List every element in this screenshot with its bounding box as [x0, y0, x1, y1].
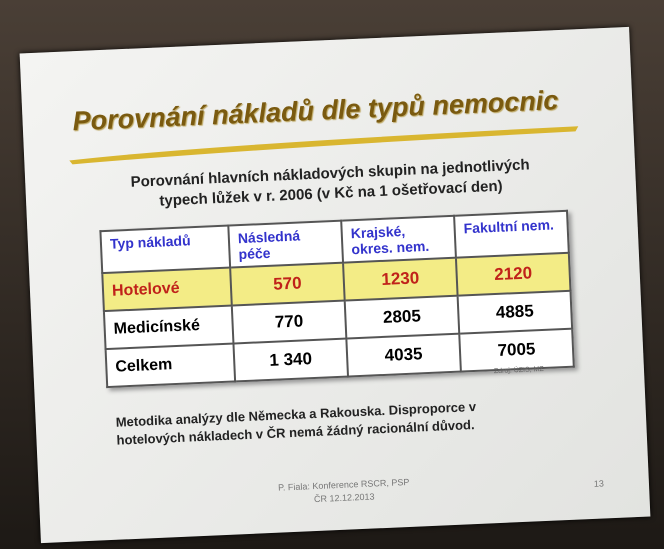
cell: 7005: [459, 329, 574, 372]
row-label: Hotelové: [102, 268, 232, 312]
page-number: 13: [594, 478, 604, 488]
row-label: Celkem: [106, 343, 236, 387]
cost-table: Typ nákladů Následná péče Krajské, okres…: [99, 210, 574, 388]
header-cell: Následná péče: [228, 221, 343, 268]
cell: 770: [232, 301, 347, 344]
slide: Porovnání nákladů dle typů nemocnic Poro…: [20, 27, 651, 543]
cell: 2805: [345, 296, 460, 339]
page: Porovnání nákladů dle typů nemocnic Poro…: [0, 0, 664, 549]
header-cell: Typ nákladů: [100, 226, 230, 274]
row-label: Medicínské: [104, 306, 234, 350]
cell: 4885: [458, 291, 573, 334]
cell: 2120: [456, 253, 571, 296]
header-cell: Fakultní nem.: [454, 211, 569, 258]
source: Zdroj: ÚZIS, MZ: [494, 366, 544, 375]
header-cell: Krajské, okres. nem.: [341, 216, 456, 263]
cell: 1 340: [233, 339, 348, 382]
cell: 4035: [346, 334, 461, 377]
cell: 570: [230, 263, 345, 306]
cell: 1230: [343, 258, 458, 301]
